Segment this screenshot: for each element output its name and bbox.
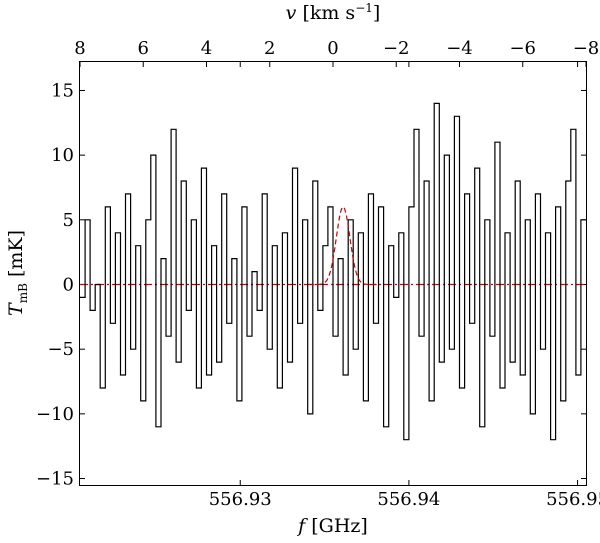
series-layer (80, 102, 586, 441)
x-tick-label: 556.93 (209, 489, 272, 510)
top-tick-label: 6 (138, 38, 149, 59)
gaussian-model-line (309, 206, 377, 286)
x-tick-label: 556.94 (377, 489, 440, 510)
top-tick-label: 4 (201, 38, 212, 59)
top-tick-label: 2 (264, 38, 275, 59)
top-tick-label: −8 (573, 38, 600, 59)
y-tick-label: 15 (51, 80, 74, 101)
y-tick-label: 0 (63, 274, 74, 295)
y-tick-label: 10 (51, 145, 74, 166)
top-axis-label: v [km s−1] (286, 1, 381, 24)
top-x-axis: 8 6 4 2 0 −2 −4 −6 −8 (74, 38, 599, 67)
y-tick-label: −5 (47, 339, 74, 360)
plot-frame (79, 61, 587, 486)
top-tick-label: −6 (509, 38, 536, 59)
top-tick-label: 0 (327, 38, 338, 59)
top-tick-label: −4 (446, 38, 473, 59)
y-tick-label: −15 (36, 469, 74, 490)
spectrum-line (80, 102, 586, 441)
bottom-x-axis: 556.93 556.94 556.95 (209, 62, 600, 510)
x-tick-label: 556.95 (546, 489, 600, 510)
y-tick-label: 5 (63, 210, 74, 231)
y-tick-label: −10 (36, 404, 74, 425)
x-axis-label: f [GHz] (296, 515, 368, 537)
y-axis-label: TmB [mK] (5, 230, 30, 316)
y-axis: −15 −10 −5 0 5 10 15 (36, 80, 586, 490)
top-tick-label: 8 (74, 38, 85, 59)
top-tick-label: −2 (383, 38, 410, 59)
